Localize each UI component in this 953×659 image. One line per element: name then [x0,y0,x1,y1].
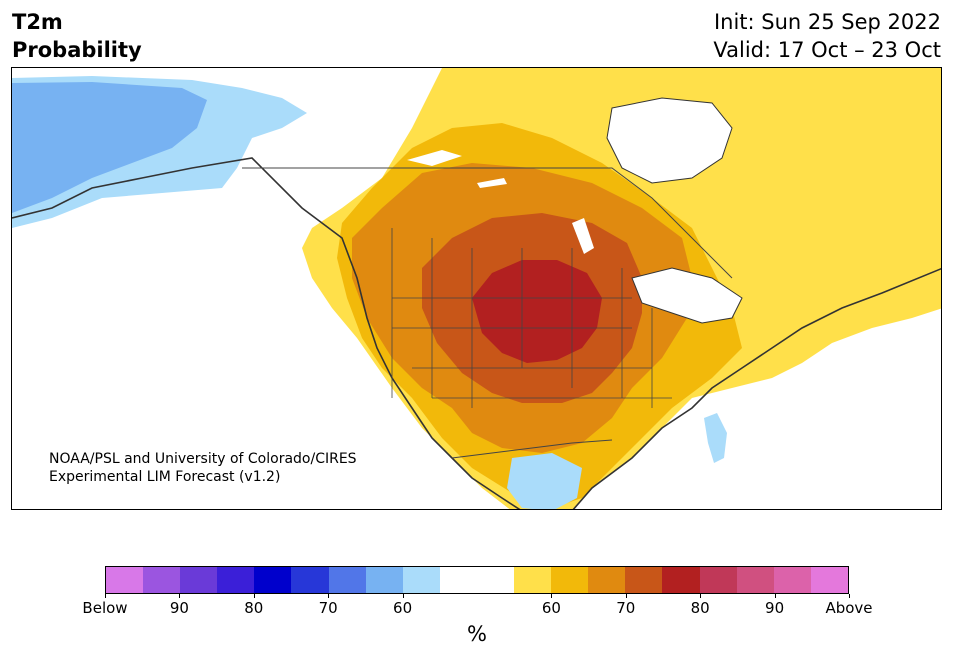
mexico-below-light [507,453,582,509]
colorbar-segment [514,567,552,593]
lake-patch-1 [407,150,462,166]
colorbar-segment [180,567,218,593]
colorbar-tick-mark [253,594,255,598]
colorbar-segment [402,567,440,593]
colorbar-segment [699,567,737,593]
credit-line-1: NOAA/PSL and University of Colorado/CIRE… [49,451,357,467]
colorbar-segment [254,567,292,593]
data-credit: NOAA/PSL and University of Colorado/CIRE… [49,450,357,486]
colorbar-segment [143,567,181,593]
colorbar-tick-label: 70 [318,599,338,617]
credit-line-2: Experimental LIM Forecast (v1.2) [49,469,281,485]
colorbar-tick-label: 60 [541,599,561,617]
colorbar-segment [217,567,255,593]
colorbar [105,566,849,594]
colorbar-tick-label: 90 [765,599,785,617]
colorbar-tick-mark [179,594,181,598]
alaska-below-mid [12,82,207,213]
state-borders [391,228,672,408]
init-date: Init: Sun 25 Sep 2022 [713,10,941,34]
forecast-dates: Init: Sun 25 Sep 2022 Valid: 17 Oct – 23… [713,8,941,64]
lake-patch-3 [572,218,594,254]
great-lakes [631,267,743,324]
colorbar-tick-label: Above [825,599,873,617]
colorbar-segment [106,567,144,593]
colorbar-tick-label: 70 [616,599,636,617]
lake-patch-2 [477,178,507,188]
colorbar-segment [291,567,329,593]
colorbar-segment [736,567,774,593]
colorbar-segment [328,567,366,593]
colorbar-tick-mark [402,594,404,598]
colorbar-segment [551,567,589,593]
colorbar-tick-mark [849,594,850,598]
coastline [12,157,941,509]
national-border [242,167,733,459]
colorbar-segment [625,567,663,593]
map-title: T2m Probability [12,8,142,64]
colorbar-tick-mark [700,594,702,598]
forecast-map [11,67,942,510]
colorbar-segment [662,567,700,593]
florida-below-light [704,413,727,463]
colorbar-tick-label: 80 [244,599,264,617]
colorbar-segment [365,567,403,593]
colorbar-tick-mark [774,594,776,598]
title-line-2: Probability [12,38,142,62]
colorbar-tick-mark [625,594,627,598]
hudson-bay [606,97,733,184]
conus-above-max [472,260,602,363]
colorbar-tick-label: Below [82,599,128,617]
colorbar-segment [476,567,515,593]
map-canvas [12,68,941,509]
colorbar-segment [810,567,848,593]
colorbar-tick-label: 80 [690,599,710,617]
colorbar-tick-label: 60 [393,599,413,617]
colorbar-tick-mark [551,594,553,598]
valid-date: Valid: 17 Oct – 23 Oct [713,38,941,62]
colorbar-tick-mark [328,594,330,598]
colorbar-segment [588,567,626,593]
colorbar-unit: % [467,622,487,646]
colorbar-tick-label: 90 [169,599,189,617]
colorbar-segment [439,567,477,593]
title-line-1: T2m [12,10,63,34]
colorbar-segment [773,567,811,593]
colorbar-tick-mark [105,594,106,598]
